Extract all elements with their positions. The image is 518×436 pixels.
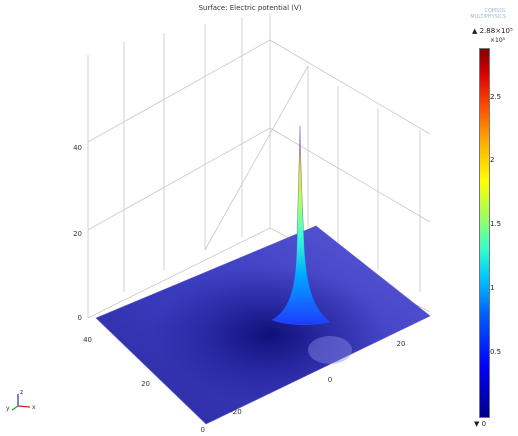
z-tick-40: 40: [73, 144, 82, 152]
colorbar-max-label: ▲ 2.88×10⁵: [472, 27, 513, 35]
y-tick-20: 20: [141, 380, 150, 388]
colorbar-tick: 1.5: [490, 220, 502, 229]
x-tick-20: 20: [397, 340, 406, 348]
x-tick-neg20: -20: [230, 408, 241, 416]
colorbar-min-label: ▼ 0: [474, 420, 487, 428]
axis-z-label: z: [20, 389, 23, 396]
z-tick-0: 0: [78, 314, 82, 322]
colorbar: [479, 48, 490, 418]
plot-canvas[interactable]: 0 20 40 40 20 0 -20 0 20: [0, 0, 470, 436]
axis-orientation-indicator: z y x: [6, 389, 36, 412]
colorbar-tick: 2: [490, 156, 495, 165]
axis-x-label: x: [32, 404, 36, 411]
comsol-logo: COMSOL MULTIPHYSICS: [470, 8, 506, 20]
potential-spike: [271, 125, 331, 325]
z-tick-20: 20: [73, 230, 82, 238]
colorbar-tick: 0.5: [490, 348, 502, 357]
colorbar-multiplier: ×10⁵: [490, 37, 506, 44]
surface-basin: [96, 226, 430, 424]
y-tick-40: 40: [83, 336, 92, 344]
axis-y-label: y: [6, 405, 10, 412]
x-tick-0: 0: [328, 376, 332, 384]
plot-title: Surface: Electric potential (V): [198, 4, 302, 12]
y-tick-0: 0: [201, 426, 205, 434]
grid-walls: [87, 14, 431, 319]
colorbar-tick: 1: [490, 284, 495, 293]
colorbar-tick: 2.5: [490, 92, 502, 101]
surface-highlight: [308, 336, 352, 364]
